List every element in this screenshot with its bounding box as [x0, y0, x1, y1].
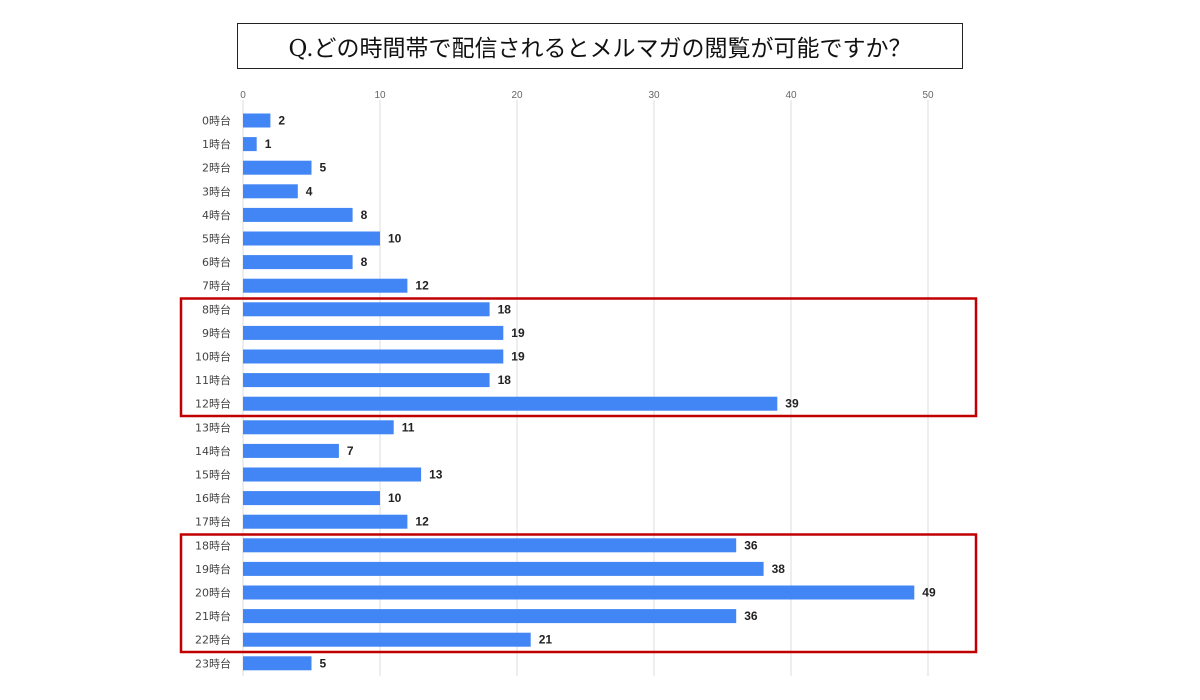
category-label: 8時台 — [202, 302, 231, 316]
x-tick-label: 0 — [240, 90, 246, 101]
highlight-box — [179, 533, 978, 654]
category-label: 2時台 — [202, 161, 231, 175]
value-label: 12 — [415, 515, 429, 529]
value-label: 10 — [388, 232, 402, 246]
bar — [243, 349, 504, 364]
category-label: 16時台 — [195, 491, 231, 505]
bar — [243, 325, 504, 340]
bar — [243, 231, 380, 246]
category-label: 12時台 — [195, 397, 231, 411]
category-label: 18時台 — [195, 538, 231, 552]
category-label: 21時台 — [195, 609, 231, 623]
bar — [243, 420, 394, 435]
bar — [243, 207, 353, 222]
bar — [243, 443, 339, 458]
bar — [243, 561, 764, 576]
bar — [243, 632, 531, 647]
bar — [243, 609, 737, 624]
bar — [243, 491, 380, 506]
category-label: 23時台 — [195, 656, 231, 670]
bar — [243, 113, 271, 128]
category-label: 0時台 — [202, 114, 231, 128]
category-label: 5時台 — [202, 232, 231, 246]
category-label: 15時台 — [195, 468, 231, 482]
category-label: 4時台 — [202, 208, 231, 222]
value-label: 39 — [785, 397, 799, 411]
category-label: 17時台 — [195, 515, 231, 529]
value-label: 38 — [772, 562, 786, 576]
x-tick-label: 20 — [511, 90, 523, 101]
value-label: 1 — [265, 137, 272, 151]
x-tick-label: 10 — [374, 90, 386, 101]
bar — [243, 278, 408, 293]
value-label: 36 — [744, 609, 758, 623]
value-label: 2 — [278, 114, 285, 128]
bar — [243, 184, 298, 199]
value-label: 7 — [347, 444, 354, 458]
bar — [243, 373, 490, 388]
category-label: 9時台 — [202, 326, 231, 340]
category-label: 22時台 — [195, 633, 231, 647]
category-label: 3時台 — [202, 184, 231, 198]
value-label: 18 — [498, 373, 512, 387]
bar — [243, 467, 422, 482]
category-label: 6時台 — [202, 255, 231, 269]
category-label: 7時台 — [202, 279, 231, 293]
value-label: 8 — [361, 255, 368, 269]
category-label: 13時台 — [195, 420, 231, 434]
value-label: 4 — [306, 184, 313, 198]
bar — [243, 137, 257, 152]
category-label: 1時台 — [202, 137, 231, 151]
bar — [243, 396, 778, 411]
bar — [243, 514, 408, 529]
category-label: 14時台 — [195, 444, 231, 458]
value-label: 8 — [361, 208, 368, 222]
bar — [243, 585, 915, 600]
bar — [243, 302, 490, 317]
value-label: 19 — [511, 350, 525, 364]
question-title: Q.どの時間帯で配信されるとメルマガの閲覧が可能ですか？ — [237, 23, 963, 69]
category-label: 10時台 — [195, 350, 231, 364]
bar — [243, 160, 312, 175]
value-label: 19 — [511, 326, 525, 340]
x-tick-label: 30 — [648, 90, 660, 101]
category-label: 11時台 — [195, 373, 231, 387]
value-label: 21 — [539, 633, 553, 647]
bar — [243, 656, 312, 671]
bar — [243, 255, 353, 270]
value-label: 5 — [320, 161, 327, 175]
value-label: 12 — [415, 279, 429, 293]
value-label: 18 — [498, 302, 512, 316]
category-label: 19時台 — [195, 562, 231, 576]
value-label: 49 — [922, 586, 936, 600]
value-label: 5 — [320, 656, 327, 670]
value-label: 10 — [388, 491, 402, 505]
category-label: 20時台 — [195, 586, 231, 600]
highlight-box — [179, 297, 978, 418]
x-tick-label: 40 — [785, 90, 797, 101]
value-label: 13 — [429, 468, 443, 482]
value-label: 36 — [744, 538, 758, 552]
value-label: 11 — [402, 420, 415, 434]
x-tick-label: 50 — [922, 90, 934, 101]
bar — [243, 538, 737, 553]
